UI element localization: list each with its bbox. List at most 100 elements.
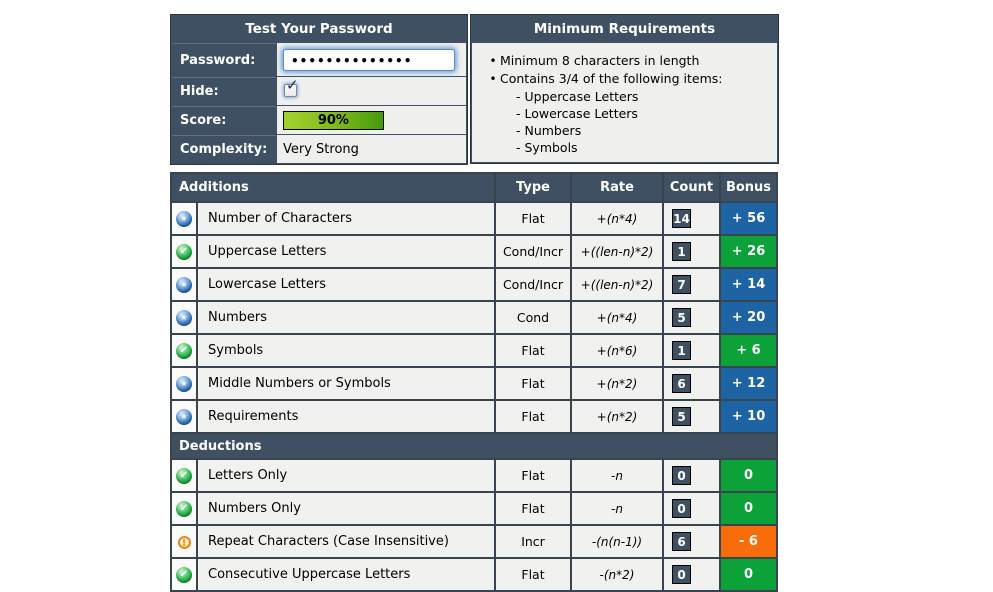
scoring-table: Additions Type Rate Count Bonus ★ Number… [170, 172, 778, 592]
requirement-sub-item: - Numbers [516, 123, 582, 138]
star-icon: ★ [176, 210, 192, 227]
rule-type: Flat [496, 493, 570, 524]
rule-count: 0 [672, 466, 691, 485]
rule-rate: +(n*2) [572, 368, 662, 399]
count-column-header: Count [664, 174, 719, 201]
requirements-panel-title: Minimum Requirements [472, 16, 777, 42]
table-row: ✔ Consecutive Uppercase Letters Flat -(n… [172, 559, 776, 590]
rule-rate: -n [572, 460, 662, 491]
rule-bonus: + 26 [721, 236, 776, 267]
type-column-header: Type [496, 174, 570, 201]
rule-bonus: 0 [721, 559, 776, 590]
rule-count: 1 [672, 341, 691, 360]
rule-rate: +(n*2) [572, 401, 662, 432]
table-row: ✔ Numbers Only Flat -n 0 0 [172, 493, 776, 524]
password-tester-panel: Test Your Password Password: Hide: ✓ Sco… [170, 14, 468, 165]
table-row: ✔ Uppercase Letters Cond/Incr +((len-n)*… [172, 236, 776, 267]
bonus-column-header: Bonus [721, 174, 776, 201]
rule-type: Flat [496, 368, 570, 399]
rule-name: Lowercase Letters [198, 269, 494, 300]
requirement-sub-item: - Lowercase Letters [516, 106, 638, 121]
table-row: ★ Numbers Cond +(n*4) 5 + 20 [172, 302, 776, 333]
rule-type: Cond/Incr [496, 236, 570, 267]
hide-label: Hide: [172, 77, 276, 105]
rule-name: Letters Only [198, 460, 494, 491]
rule-type: Cond/Incr [496, 269, 570, 300]
rule-count: 5 [672, 308, 691, 327]
minimum-requirements-panel: Minimum Requirements • Minimum 8 characte… [470, 14, 779, 164]
check-icon: ✔ [176, 500, 192, 517]
rule-count: 5 [672, 407, 691, 426]
rule-type: Flat [496, 335, 570, 366]
rule-bonus: + 10 [721, 401, 776, 432]
rule-bonus: + 12 [721, 368, 776, 399]
check-icon: ✔ [176, 243, 192, 260]
rule-bonus: + 20 [721, 302, 776, 333]
table-row: ✔ Letters Only Flat -n 0 0 [172, 460, 776, 491]
score-meter: 90% [283, 110, 395, 130]
rule-count: 6 [672, 532, 691, 551]
rule-rate: -(n(n-1)) [572, 526, 662, 557]
score-bar: 90% [283, 110, 384, 130]
rule-type: Flat [496, 559, 570, 590]
requirement-item: • Contains 3/4 of the following items: [486, 70, 771, 88]
check-icon: ✔ [176, 566, 192, 583]
star-icon: ★ [176, 375, 192, 392]
rule-type: Flat [496, 460, 570, 491]
requirement-text: Contains 3/4 of the following items: [500, 71, 723, 86]
rule-type: Cond [496, 302, 570, 333]
rule-count: 6 [672, 374, 691, 393]
table-row: ★ Middle Numbers or Symbols Flat +(n*2) … [172, 368, 776, 399]
requirement-sub-item: - Symbols [516, 140, 578, 155]
rule-type: Incr [496, 526, 570, 557]
rule-bonus: 0 [721, 493, 776, 524]
rule-name: Numbers [198, 302, 494, 333]
rule-bonus: + 14 [721, 269, 776, 300]
rule-name: Number of Characters [198, 203, 494, 234]
rule-name: Consecutive Uppercase Letters [198, 559, 494, 590]
score-label: Score: [172, 106, 276, 134]
requirement-sub-item: - Uppercase Letters [516, 89, 639, 104]
table-row: ★ Requirements Flat +(n*2) 5 + 10 [172, 401, 776, 432]
star-icon: ★ [176, 309, 192, 326]
rule-count: 0 [672, 499, 691, 518]
rate-column-header: Rate [572, 174, 662, 201]
rule-name: Uppercase Letters [198, 236, 494, 267]
rule-rate: -(n*2) [572, 559, 662, 590]
rule-count: 7 [672, 275, 691, 294]
requirement-item: • Minimum 8 characters in length [486, 52, 771, 70]
table-row: ★ Lowercase Letters Cond/Incr +((len-n)*… [172, 269, 776, 300]
rule-name: Middle Numbers or Symbols [198, 368, 494, 399]
rule-name: Repeat Characters (Case Insensitive) [198, 526, 494, 557]
rule-count: 0 [672, 565, 691, 584]
table-row: ★ Number of Characters Flat +(n*4) 14 + … [172, 203, 776, 234]
complexity-label: Complexity: [172, 135, 276, 163]
check-icon: ✔ [176, 342, 192, 359]
check-icon: ✔ [176, 467, 192, 484]
rule-count: 14 [672, 209, 691, 228]
rule-bonus: + 56 [721, 203, 776, 234]
complexity-value: Very Strong [277, 135, 466, 163]
bullet-icon: • [489, 72, 497, 86]
checkmark-icon: ✓ [286, 76, 299, 94]
rule-type: Flat [496, 401, 570, 432]
star-icon: ★ [176, 276, 192, 293]
rule-rate: +(n*4) [572, 203, 662, 234]
rule-name: Numbers Only [198, 493, 494, 524]
hide-checkbox[interactable]: ✓ [284, 78, 299, 97]
password-input[interactable] [283, 48, 455, 71]
table-row: ! Repeat Characters (Case Insensitive) I… [172, 526, 776, 557]
tester-panel-title: Test Your Password [172, 16, 466, 42]
rule-rate: +(n*4) [572, 302, 662, 333]
requirements-list: • Minimum 8 characters in length • Contain… [472, 43, 777, 162]
rule-bonus: - 6 [721, 526, 776, 557]
rule-rate: +((len-n)*2) [572, 236, 662, 267]
table-row: ✔ Symbols Flat +(n*6) 1 + 6 [172, 335, 776, 366]
rule-rate: +((len-n)*2) [572, 269, 662, 300]
rule-type: Flat [496, 203, 570, 234]
star-icon: ★ [176, 408, 192, 425]
rule-name: Requirements [198, 401, 494, 432]
rule-rate: +(n*6) [572, 335, 662, 366]
exclamation-icon: ! [177, 535, 191, 549]
rule-bonus: 0 [721, 460, 776, 491]
